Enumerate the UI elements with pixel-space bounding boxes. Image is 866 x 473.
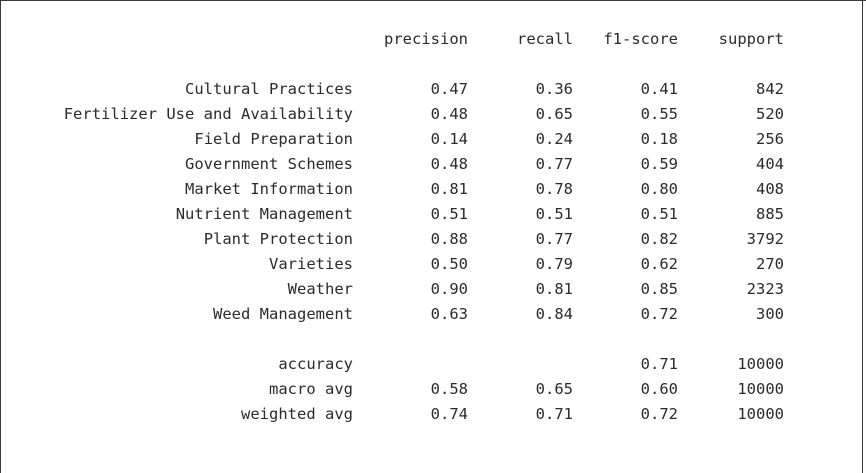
class-row: Fertilizer Use and Availability 0.48 0.6…: [0, 103, 866, 125]
recall-value: 0.77: [535, 230, 573, 248]
class-row: Nutrient Management 0.51 0.51 0.51 885: [0, 203, 866, 225]
precision-value: 0.58: [430, 380, 468, 398]
support-value: 2323: [746, 280, 784, 298]
recall-value: 0.71: [535, 405, 573, 423]
summary-label: accuracy: [278, 355, 353, 373]
precision-value: 0.14: [430, 130, 468, 148]
class-label: Market Information: [185, 180, 353, 198]
class-label: Nutrient Management: [175, 205, 353, 223]
f1-score-value: 0.59: [640, 155, 678, 173]
class-row: Field Preparation 0.14 0.24 0.18 256: [0, 128, 866, 150]
class-label: Weed Management: [213, 305, 353, 323]
recall-value: 0.24: [535, 130, 573, 148]
class-row: Cultural Practices 0.47 0.36 0.41 842: [0, 78, 866, 100]
support-value: 3792: [746, 230, 784, 248]
precision-value: 0.48: [430, 105, 468, 123]
f1-score-value: 0.18: [640, 130, 678, 148]
class-row: Plant Protection 0.88 0.77 0.82 3792: [0, 228, 866, 250]
class-label: Cultural Practices: [185, 80, 353, 98]
precision-value: 0.47: [430, 80, 468, 98]
f1-score-value: 0.71: [640, 355, 678, 373]
class-row: Weather 0.90 0.81 0.85 2323: [0, 278, 866, 300]
f1-score-value: 0.80: [640, 180, 678, 198]
precision-value: 0.63: [430, 305, 468, 323]
summary-label: macro avg: [269, 380, 353, 398]
f1-score-value: 0.60: [640, 380, 678, 398]
support-value: 842: [756, 80, 784, 98]
precision-value: 0.48: [430, 155, 468, 173]
recall-value: 0.81: [535, 280, 573, 298]
f1-score-value: 0.72: [640, 305, 678, 323]
precision-value: 0.81: [430, 180, 468, 198]
f1-score-value: 0.55: [640, 105, 678, 123]
f1-score-value: 0.51: [640, 205, 678, 223]
recall-value: 0.77: [535, 155, 573, 173]
class-label: Field Preparation: [194, 130, 353, 148]
support-value: 520: [756, 105, 784, 123]
class-row: Weed Management 0.63 0.84 0.72 300: [0, 303, 866, 325]
class-row: Government Schemes 0.48 0.77 0.59 404: [0, 153, 866, 175]
support-value: 10000: [737, 380, 784, 398]
accuracy-row: accuracy 0.71 10000: [0, 353, 866, 375]
support-value: 408: [756, 180, 784, 198]
support-value: 300: [756, 305, 784, 323]
support-value: 256: [756, 130, 784, 148]
class-label: Weather: [287, 280, 353, 298]
summary-label: weighted avg: [241, 405, 353, 423]
class-label: Plant Protection: [203, 230, 353, 248]
precision-value: 0.74: [430, 405, 468, 423]
support-value: 10000: [737, 355, 784, 373]
class-label: Government Schemes: [185, 155, 353, 173]
f1-score-value: 0.85: [640, 280, 678, 298]
precision-value: 0.51: [430, 205, 468, 223]
header-recall: recall: [517, 30, 573, 48]
f1-score-value: 0.82: [640, 230, 678, 248]
header-precision: precision: [384, 30, 468, 48]
recall-value: 0.51: [535, 205, 573, 223]
precision-value: 0.90: [430, 280, 468, 298]
recall-value: 0.79: [535, 255, 573, 273]
header-support: support: [718, 30, 784, 48]
weighted-avg-row: weighted avg 0.74 0.71 0.72 10000: [0, 403, 866, 425]
precision-value: 0.50: [430, 255, 468, 273]
support-value: 10000: [737, 405, 784, 423]
recall-value: 0.36: [535, 80, 573, 98]
macro-avg-row: macro avg 0.58 0.65 0.60 10000: [0, 378, 866, 400]
f1-score-value: 0.41: [640, 80, 678, 98]
class-label: Varieties: [269, 255, 353, 273]
support-value: 270: [756, 255, 784, 273]
header-f1-score: f1-score: [603, 30, 678, 48]
f1-score-value: 0.72: [640, 405, 678, 423]
scrollbar-edge: [862, 0, 863, 473]
recall-value: 0.65: [535, 105, 573, 123]
header-row: precision recall f1-score support: [0, 28, 866, 50]
precision-value: 0.88: [430, 230, 468, 248]
class-row: Varieties 0.50 0.79 0.62 270: [0, 253, 866, 275]
class-row: Market Information 0.81 0.78 0.80 408: [0, 178, 866, 200]
f1-score-value: 0.62: [640, 255, 678, 273]
recall-value: 0.84: [535, 305, 573, 323]
class-label: Fertilizer Use and Availability: [63, 105, 353, 123]
recall-value: 0.65: [535, 380, 573, 398]
support-value: 404: [756, 155, 784, 173]
support-value: 885: [756, 205, 784, 223]
recall-value: 0.78: [535, 180, 573, 198]
